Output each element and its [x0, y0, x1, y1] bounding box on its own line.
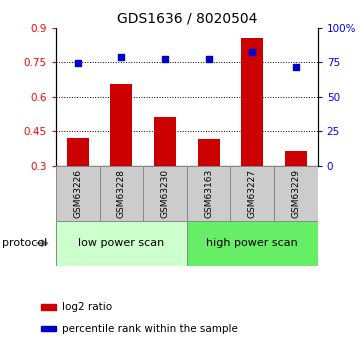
Point [206, 56, 212, 61]
Text: GSM63230: GSM63230 [161, 169, 170, 218]
Text: GSM63228: GSM63228 [117, 169, 126, 218]
Text: percentile rank within the sample: percentile rank within the sample [62, 324, 238, 334]
Bar [285, 151, 307, 166]
Point [75, 60, 81, 66]
Text: GSM63226: GSM63226 [73, 169, 82, 218]
Text: GSM63163: GSM63163 [204, 169, 213, 218]
Text: high power scan: high power scan [206, 238, 298, 248]
Bar [56, 166, 100, 221]
Point [293, 64, 299, 70]
Point [249, 50, 255, 55]
Text: GSM63227: GSM63227 [248, 169, 257, 218]
Bar [67, 138, 89, 166]
Point [118, 54, 124, 59]
Point [162, 56, 168, 61]
Bar [274, 166, 318, 221]
Bar [198, 139, 219, 166]
Text: GSM63229: GSM63229 [291, 169, 300, 218]
Bar [242, 38, 263, 166]
Text: low power scan: low power scan [78, 238, 165, 248]
Text: log2 ratio: log2 ratio [62, 302, 112, 312]
Bar [41, 304, 56, 310]
Bar [230, 166, 274, 221]
Bar [110, 84, 132, 166]
Bar [143, 166, 187, 221]
Bar [100, 166, 143, 221]
Bar [187, 166, 230, 221]
Bar [154, 117, 176, 166]
Bar [187, 221, 318, 266]
Title: GDS1636 / 8020504: GDS1636 / 8020504 [117, 11, 257, 25]
Bar [56, 221, 187, 266]
Bar [41, 326, 56, 332]
Text: protocol: protocol [2, 238, 47, 248]
